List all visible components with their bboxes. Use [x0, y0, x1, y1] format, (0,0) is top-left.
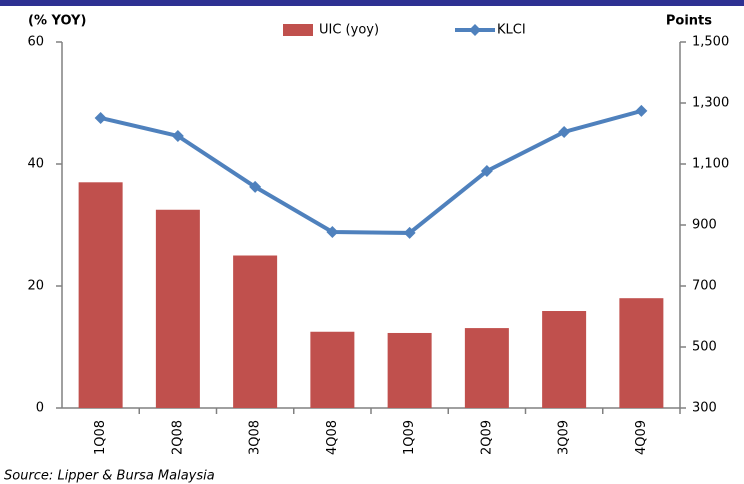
y2-tick-label: 500	[692, 340, 717, 355]
source: Source: Lipper & Bursa Malaysia	[4, 469, 215, 484]
line	[100, 109, 642, 235]
legend-label: UIC (yoy)	[319, 23, 379, 38]
point	[403, 226, 416, 239]
point	[480, 165, 493, 178]
x-tick-label: 2Q09	[479, 420, 494, 455]
y2-tick-label: 700	[692, 279, 717, 294]
bar	[387, 332, 432, 408]
x-tick-label: 3Q09	[557, 420, 572, 455]
bar	[233, 255, 278, 408]
y-tick-label: 60	[27, 35, 44, 50]
x-tick-label: 1Q09	[402, 420, 417, 455]
y2-tick-label: 1,500	[692, 35, 729, 50]
bar	[464, 328, 509, 408]
y2-tick-label: 900	[692, 218, 717, 233]
y2-tick-label: 1,100	[692, 157, 729, 172]
y2-tick-label: 300	[692, 401, 717, 416]
bar	[78, 182, 123, 408]
bar	[310, 331, 355, 408]
y-tick-label: 0	[36, 401, 44, 416]
y-tick-label: 20	[27, 279, 44, 294]
x-tick-label: 2Q08	[170, 420, 185, 455]
x-tick-label: 4Q08	[325, 420, 340, 455]
point	[635, 104, 648, 117]
x-tick-label: 4Q09	[634, 420, 649, 455]
legend-label: KLCI	[497, 23, 526, 38]
bar	[542, 311, 587, 408]
x-tick-label: 3Q08	[248, 420, 263, 455]
y-tick-label: 40	[27, 157, 44, 172]
bar	[619, 298, 664, 408]
point	[558, 125, 571, 138]
point	[94, 111, 107, 124]
legend-swatch	[283, 24, 313, 36]
point	[249, 180, 262, 193]
y-axis-label: (% YOY)	[28, 14, 86, 29]
x-tick-label: 1Q08	[93, 420, 108, 455]
legend-marker	[469, 24, 481, 36]
top-band	[0, 0, 744, 6]
point	[171, 129, 184, 142]
y2-axis-label: Points	[666, 14, 712, 29]
bar	[155, 209, 200, 408]
point	[326, 226, 339, 239]
y2-tick-label: 1,300	[692, 96, 729, 111]
